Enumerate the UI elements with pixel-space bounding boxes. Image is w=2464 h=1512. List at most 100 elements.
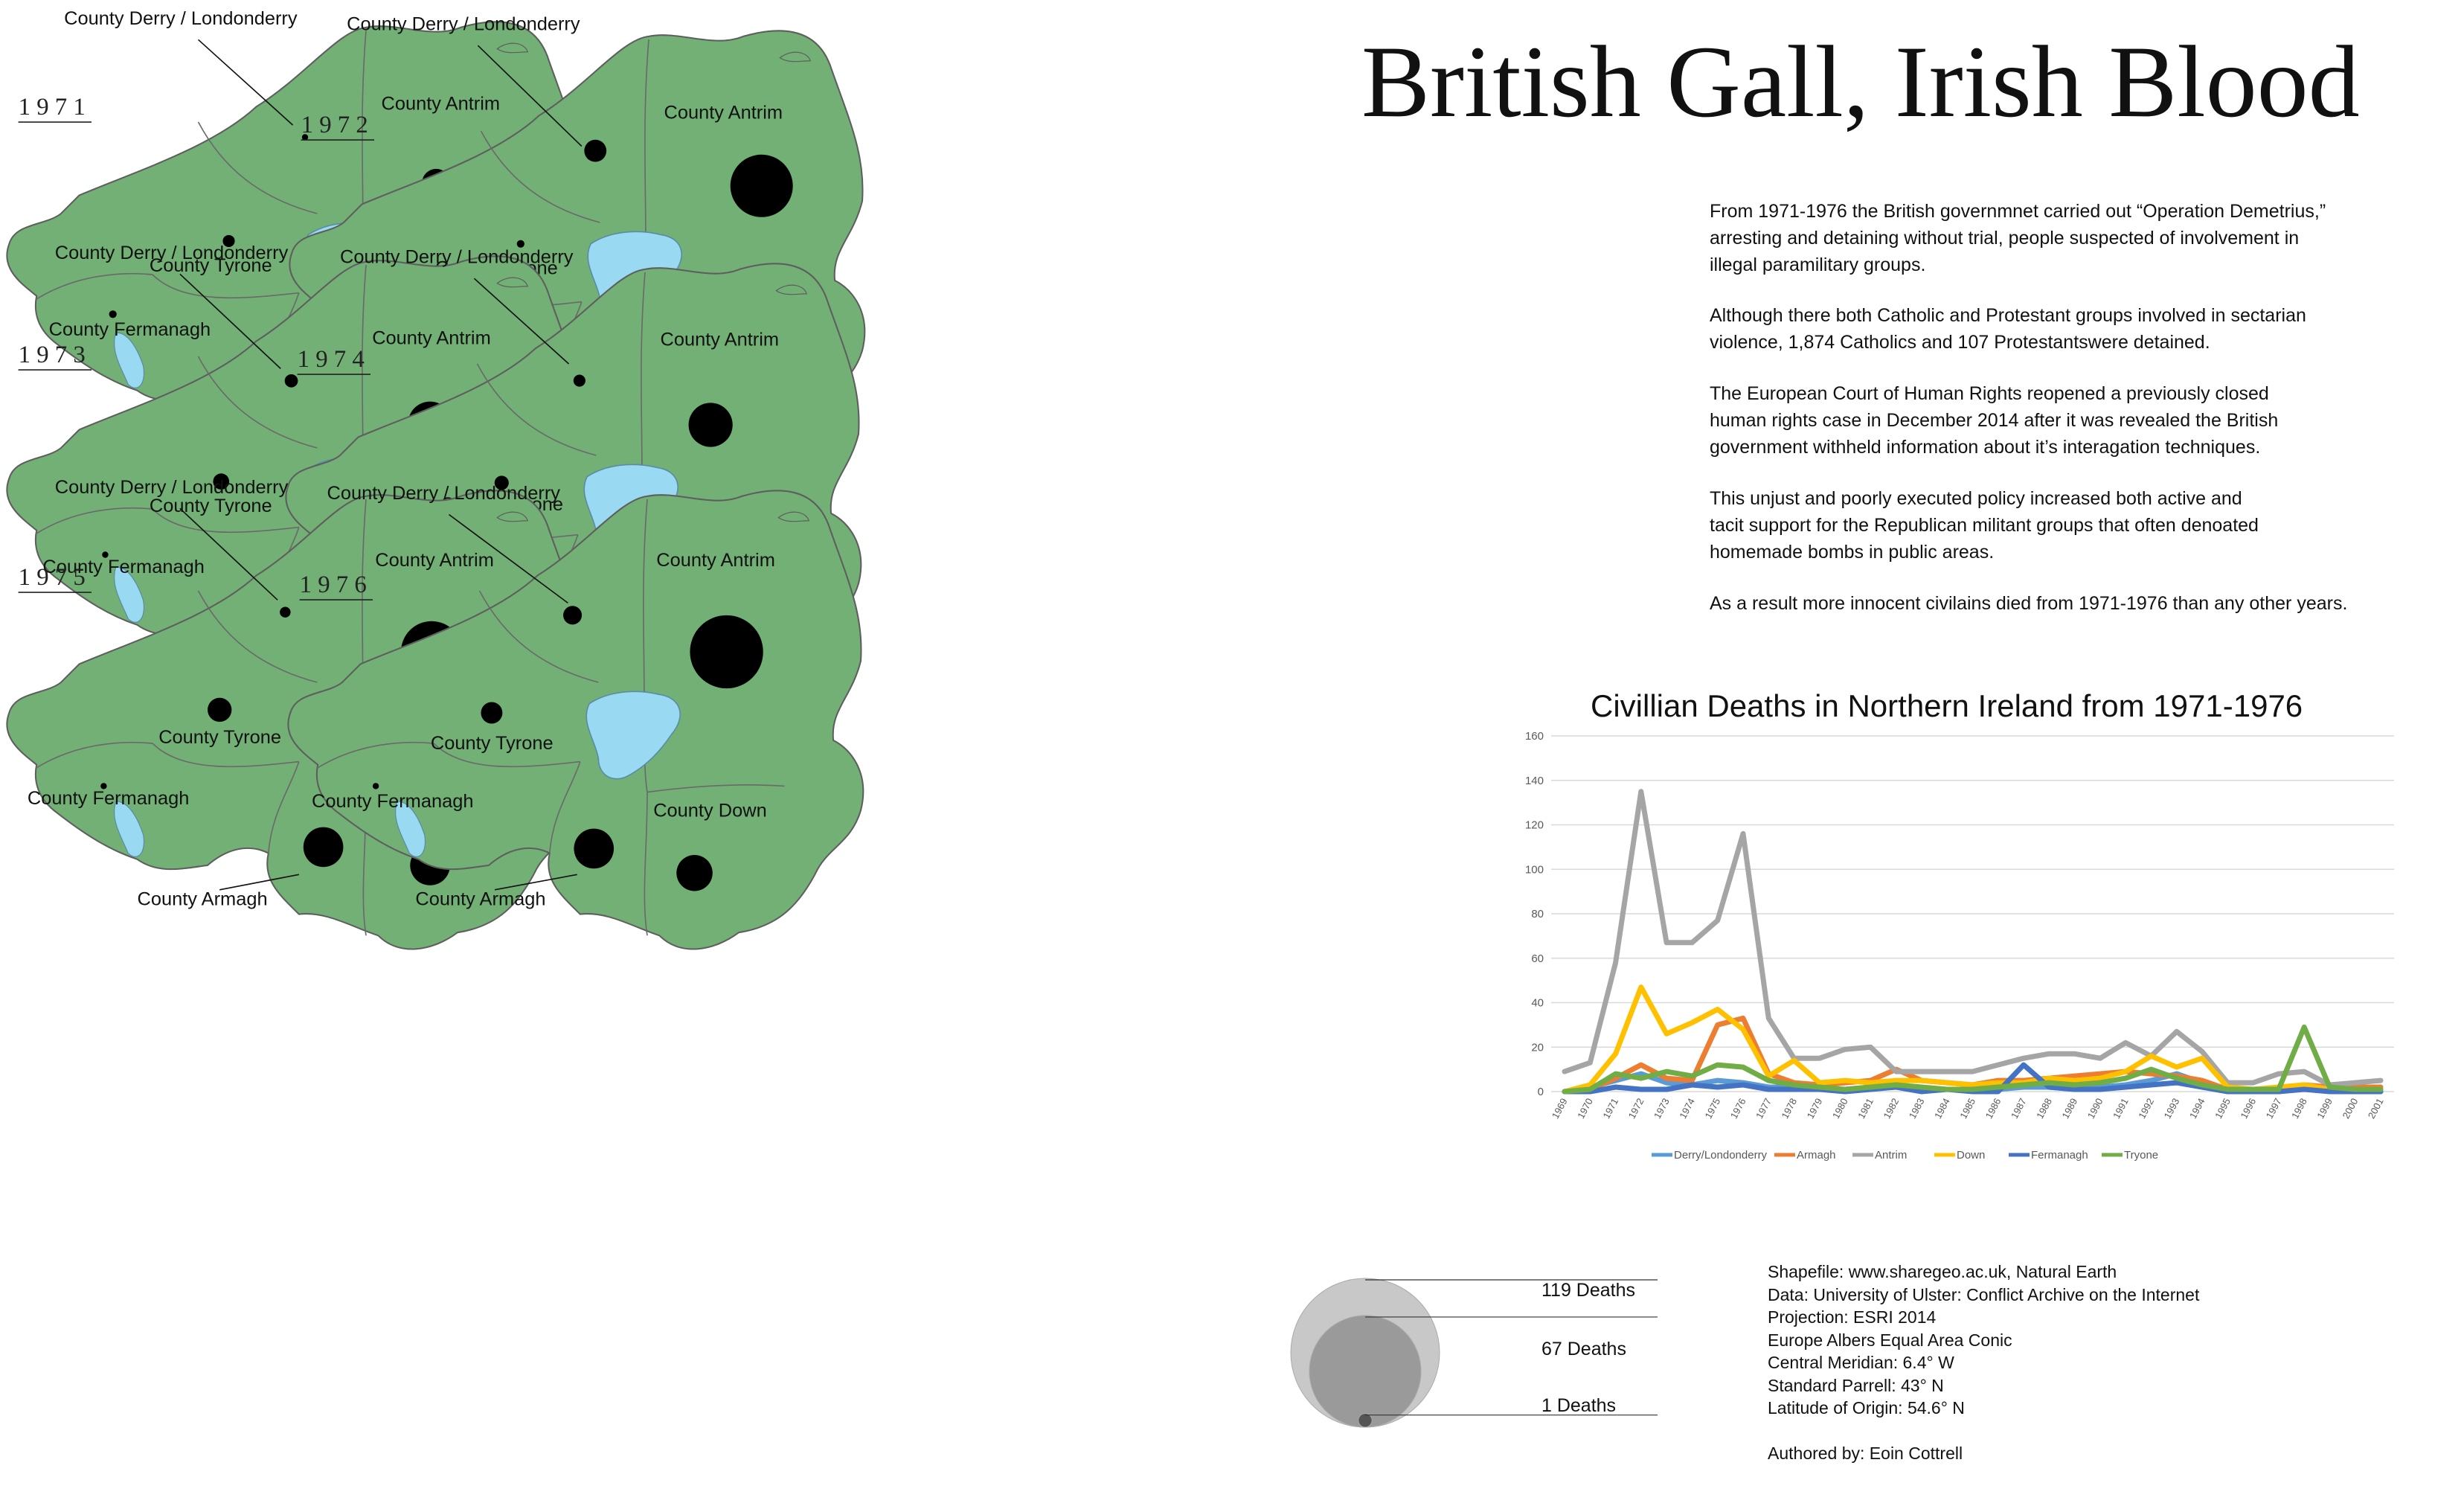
death-symbol-derry: [280, 606, 291, 618]
county-label-fermanagh: County Fermanagh: [42, 557, 204, 577]
lough-erne: [395, 801, 426, 858]
y-tick-label: 100: [1525, 863, 1544, 876]
death-symbol-tyrone: [208, 697, 232, 723]
x-tick-label: 1974: [1677, 1096, 1697, 1121]
paragraph-5: As a result more innocent civilains died…: [1710, 590, 2454, 617]
leader-line-derry: [473, 278, 570, 365]
paragraph-line: This unjust and poorly executed policy i…: [1710, 488, 2242, 509]
county-label-tyrone: County Tyrone: [431, 733, 554, 754]
death-symbol-fermanagh: [372, 783, 379, 789]
death-symbol-antrim: [688, 403, 733, 447]
x-tick-label: 1984: [1932, 1096, 1952, 1121]
county-border: [480, 130, 600, 223]
year-label: 1 9 7 4: [298, 346, 365, 373]
credit-line: Shapefile: www.sharegeo.ac.uk, Natural E…: [1768, 1262, 2117, 1281]
death-symbol-antrim: [690, 615, 763, 689]
credit-line: Standard Parrell: 43° N: [1768, 1375, 1944, 1395]
rathlin-island: [496, 277, 529, 288]
credit-line: Latitude of Origin: 54.6° N: [1768, 1398, 1965, 1418]
legend-label: Derry/Londonderry: [1674, 1149, 1768, 1162]
x-tick-label: 1991: [2111, 1096, 2131, 1121]
county-label-derry: County Derry / Londonderry: [55, 243, 289, 263]
rathlin-island: [775, 284, 808, 295]
year-label: 1 9 7 6: [300, 571, 367, 598]
lough-neagh: [585, 691, 681, 780]
x-tick-label: 1987: [2009, 1096, 2029, 1121]
county-label-antrim: County Antrim: [372, 328, 491, 349]
rathlin-island: [496, 42, 529, 54]
x-tick-label: 1973: [1652, 1096, 1672, 1121]
x-tick-label: 1980: [1830, 1096, 1850, 1121]
y-tick-label: 140: [1525, 775, 1544, 787]
death-symbol-derry: [584, 139, 607, 162]
legend-label: Tryone: [2124, 1149, 2158, 1162]
x-tick-label: 1996: [2238, 1096, 2258, 1121]
county-label-fermanagh: County Fermanagh: [49, 319, 211, 340]
map-panels: 1 9 7 1 County Derry / Londonderry County …: [6, 8, 866, 950]
county-label-derry: County Derry / Londonderry: [347, 14, 580, 35]
county-label-armagh: County Armagh: [138, 888, 268, 909]
credits-block: Shapefile: www.sharegeo.ac.uk, Natural E…: [1768, 1260, 2199, 1465]
x-tick-label: 1982: [1881, 1096, 1901, 1121]
county-label-fermanagh: County Fermanagh: [28, 788, 189, 809]
x-tick-label: 1999: [2314, 1096, 2335, 1121]
county-label-fermanagh: County Fermanagh: [312, 791, 473, 812]
northern-ireland-outline: [287, 490, 864, 950]
y-tick-label: 40: [1531, 997, 1544, 1010]
y-tick-label: 120: [1525, 819, 1544, 832]
leader-line-armagh: [219, 874, 299, 891]
x-tick-label: 1989: [2059, 1096, 2079, 1121]
credit-line: Europe Albers Equal Area Conic: [1768, 1330, 2012, 1350]
x-tick-label: 1971: [1600, 1096, 1620, 1121]
year-label: 1 9 7 1: [19, 94, 86, 121]
legend-label: Armagh: [1797, 1149, 1836, 1162]
rathlin-island: [779, 51, 812, 63]
x-tick-label: 1978: [1779, 1096, 1799, 1121]
county-label-derry: County Derry / Londonderry: [340, 247, 574, 268]
county-border: [647, 784, 785, 793]
county-border: [152, 508, 299, 534]
x-tick-label: 1977: [1754, 1096, 1774, 1121]
y-tick-label: 0: [1538, 1086, 1544, 1098]
paragraph-line: From 1971-1976 the British governmnet ca…: [1710, 201, 2326, 222]
paragraph-line: Although there both Catholic and Protest…: [1710, 305, 2306, 326]
x-tick-label: 1981: [1855, 1096, 1876, 1121]
year-label: 1 9 7 3: [19, 342, 86, 368]
death-symbol-armagh: [574, 828, 615, 869]
leader-line-derry: [477, 45, 583, 147]
credit-line: Central Meridian: 6.4° W: [1768, 1353, 1954, 1372]
y-tick-label: 80: [1531, 908, 1544, 920]
map-6: 1 9 7 6 County Derry / Londonderry County …: [287, 483, 864, 950]
legend-label: Antrim: [1875, 1149, 1907, 1162]
legend-label: Fermanagh: [2031, 1149, 2088, 1162]
x-tick-label: 1983: [1907, 1096, 1927, 1121]
page-title: British Gall, Irish Blood: [1361, 25, 2360, 138]
credit-line: Data: University of Ulster: Conflict Arc…: [1768, 1284, 2200, 1304]
x-tick-label: 1988: [2034, 1096, 2054, 1121]
x-tick-label: 1990: [2085, 1096, 2105, 1121]
death-symbol-derry: [573, 374, 585, 387]
x-tick-label: 1986: [1983, 1096, 2003, 1121]
leader-line-armagh: [494, 874, 577, 891]
paragraph-line: violence, 1,874 Catholics and 107 Protes…: [1710, 332, 2210, 353]
series-line-antrim: [1562, 789, 2384, 1088]
x-tick-label: 1979: [1805, 1096, 1825, 1121]
county-label-tyrone: County Tyrone: [158, 727, 281, 748]
legend-label: 67 Deaths: [1541, 1339, 1626, 1359]
county-border: [36, 507, 153, 534]
death-symbol-tyrone: [494, 475, 509, 490]
author-line: Authored by: Eoin Cottrell: [1768, 1444, 1963, 1463]
leader-line-derry: [179, 273, 281, 369]
x-tick-label: 1992: [2136, 1096, 2156, 1121]
y-tick-label: 20: [1531, 1041, 1544, 1054]
county-border: [152, 274, 299, 299]
maps-svg: 1 9 7 1 County Derry / Londonderry County …: [6, 8, 866, 950]
county-border: [478, 590, 599, 683]
county-label-down: County Down: [653, 800, 767, 821]
legend-label: 1 Deaths: [1541, 1395, 1616, 1416]
paragraph-3: The European Court of Human Rights reope…: [1710, 380, 2454, 461]
county-border: [36, 272, 153, 300]
x-tick-label: 1994: [2187, 1096, 2207, 1121]
county-label-antrim: County Antrim: [661, 329, 780, 350]
credit-line: Projection: ESRI 2014: [1768, 1307, 1937, 1327]
